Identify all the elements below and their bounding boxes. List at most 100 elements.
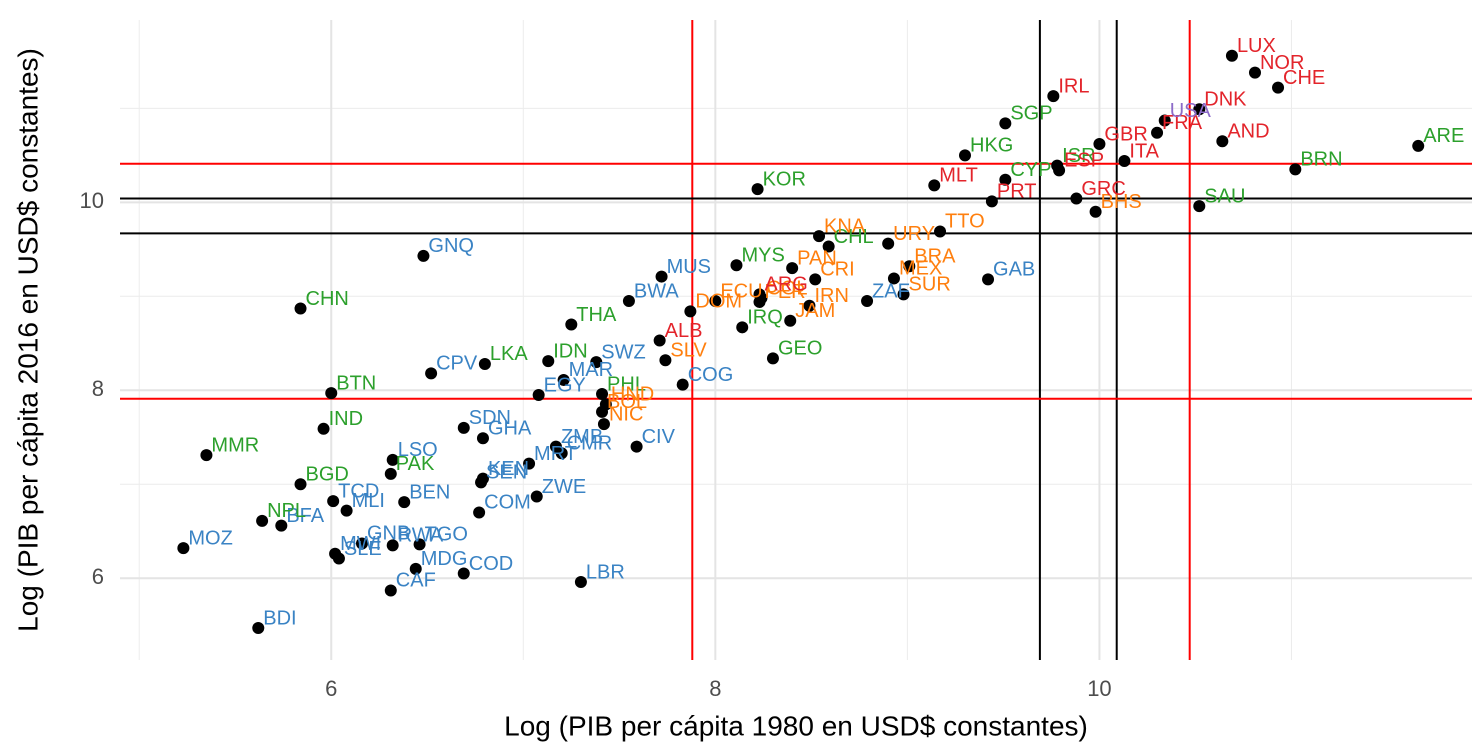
point (596, 388, 609, 401)
point (325, 387, 338, 400)
point-label: BRN (1300, 149, 1342, 171)
point (709, 294, 722, 307)
point (256, 514, 269, 527)
y-axis-title: Log (PIB per cápita 2016 en USD$ constan… (12, 48, 43, 632)
point (1289, 163, 1302, 176)
point-label: HKG (970, 135, 1013, 157)
point-label: KOR (763, 168, 806, 190)
point-label: ESP (1064, 150, 1104, 172)
point-label: ITA (1129, 140, 1159, 162)
point-label: COM (484, 492, 531, 514)
point-label: ALB (665, 320, 703, 342)
point-label: PER (765, 281, 806, 303)
point-label: BEN (409, 481, 450, 503)
point (457, 421, 470, 434)
point-label: HND (611, 384, 654, 406)
point (409, 562, 422, 575)
point (982, 273, 995, 286)
point-label: AND (1227, 121, 1269, 143)
point-label: MWI (340, 533, 381, 555)
point (596, 405, 609, 418)
point-label: CHN (306, 288, 349, 310)
point-label: CIV (642, 426, 676, 448)
point (478, 357, 491, 370)
point (597, 418, 610, 431)
point-label: FRA (1162, 112, 1203, 134)
point-label: SUR (909, 274, 951, 296)
point-label: IND (329, 408, 363, 430)
point (473, 506, 486, 519)
point-label: RWA (398, 525, 444, 547)
x-tick-label: 10 (1087, 676, 1111, 701)
point (457, 567, 470, 580)
point (822, 240, 835, 253)
point-label: CHL (834, 226, 874, 248)
point-label: ARG (765, 274, 808, 296)
point (1248, 66, 1261, 79)
point (329, 547, 342, 560)
point-label: LBR (586, 561, 625, 583)
point-label: BRA (914, 246, 956, 268)
point-label: CPV (436, 353, 478, 375)
point (809, 273, 822, 286)
point-label: TTO (945, 211, 985, 233)
point-label: KNA (824, 215, 866, 237)
point-label: JAM (795, 300, 835, 322)
point-label: ARE (1423, 125, 1464, 147)
point (1216, 135, 1229, 148)
point (813, 230, 826, 243)
point (786, 262, 799, 275)
point (386, 539, 399, 552)
point-label: SDN (469, 407, 511, 429)
point (985, 195, 998, 208)
point (294, 302, 307, 315)
point-label: MYS (741, 245, 784, 267)
point (882, 237, 895, 250)
point-label: EGY (544, 374, 586, 396)
point-label: SEN (486, 462, 527, 484)
point-label: COG (688, 364, 734, 386)
x-axis-title: Log (PIB per cápita 1980 en USD$ constan… (504, 710, 1088, 741)
point-label: GNQ (428, 235, 474, 257)
point-label: DNK (1204, 89, 1247, 111)
point (655, 270, 668, 283)
point (1193, 200, 1206, 213)
y-tick-label: 10 (80, 188, 104, 213)
point (252, 622, 265, 635)
point-label: TCD (338, 480, 379, 502)
point (934, 225, 947, 238)
point (590, 356, 603, 369)
point-label: LSO (398, 439, 438, 461)
point-label: BFA (286, 505, 324, 527)
point (887, 272, 900, 285)
point-label: CAF (396, 570, 436, 592)
point (684, 305, 697, 318)
point-label: SGP (1010, 103, 1052, 125)
point-label: MRT (534, 443, 577, 465)
point (751, 183, 764, 196)
point-label: IRL (1058, 75, 1089, 97)
point-label: ZWE (542, 476, 586, 498)
point-label: NPL (267, 500, 306, 522)
point-label: BDI (263, 607, 296, 629)
point-label: GEO (778, 338, 822, 360)
point (275, 519, 288, 532)
point-label: IRQ (747, 307, 783, 329)
point-label: KEN (488, 458, 529, 480)
point-label: PAN (797, 247, 837, 269)
point (384, 467, 397, 480)
point-label: ZAF (872, 280, 910, 302)
point (999, 117, 1012, 130)
point (384, 584, 397, 597)
point (574, 575, 587, 588)
point-label: MEX (899, 258, 942, 280)
point (959, 149, 971, 162)
point-label: SWZ (601, 341, 645, 363)
point-label: PAK (396, 453, 435, 475)
y-tick-label: 8 (92, 376, 104, 401)
point (1070, 192, 1083, 205)
y-tick-label: 6 (92, 564, 104, 589)
point (1093, 138, 1106, 151)
point (1047, 90, 1060, 103)
point-label: IDN (553, 340, 587, 362)
